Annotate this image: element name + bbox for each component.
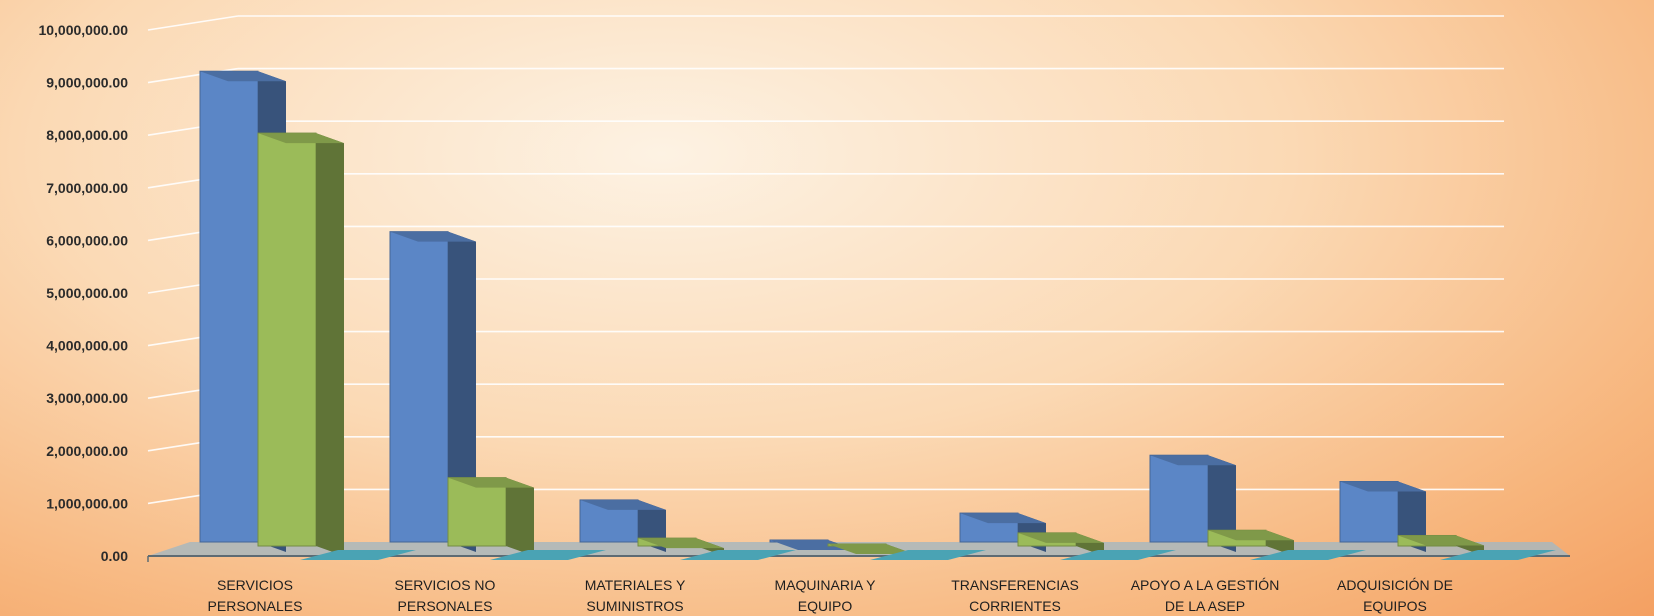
x-category-label: PERSONALES	[398, 598, 493, 614]
x-category-label: DE LA ASEP	[1165, 598, 1245, 614]
bar-front	[1339, 481, 1399, 543]
y-tick-label: 8,000,000.00	[46, 127, 128, 143]
bar-top	[638, 538, 724, 549]
y-tick-label: 0.00	[101, 548, 128, 564]
y-tick-label: 3,000,000.00	[46, 390, 128, 406]
bar-top	[1440, 550, 1556, 560]
y-tick-label: 10,000,000.00	[38, 22, 128, 38]
bar-top	[1250, 550, 1366, 560]
bar-side	[1398, 481, 1426, 552]
bar	[447, 477, 534, 556]
bar-top	[870, 550, 986, 560]
x-category-label: EQUIPOS	[1363, 598, 1427, 614]
bar-front	[257, 132, 317, 547]
bar	[490, 550, 606, 560]
bar-front	[447, 477, 507, 547]
bar-top	[770, 540, 856, 550]
bar	[257, 132, 344, 556]
bar-top	[448, 477, 534, 488]
x-category-label: TRANSFERENCIAS	[951, 577, 1079, 593]
bar-top	[1398, 535, 1484, 546]
bar	[1250, 550, 1366, 560]
y-tick-label: 6,000,000.00	[46, 232, 128, 248]
y-tick-label: 1,000,000.00	[46, 495, 128, 511]
y-tick-label: 2,000,000.00	[46, 443, 128, 459]
bar-top	[960, 513, 1046, 524]
bar-top	[680, 550, 796, 560]
bar-top	[200, 71, 286, 82]
x-category-label: MATERIALES Y	[585, 577, 686, 593]
bar	[300, 550, 416, 560]
bar-top	[1208, 530, 1294, 541]
y-tick-label: 4,000,000.00	[46, 338, 128, 354]
bar	[1060, 550, 1176, 560]
bar	[1440, 550, 1556, 560]
bar	[1149, 454, 1236, 552]
bar-top	[1018, 532, 1104, 543]
x-category-label: CORRIENTES	[969, 598, 1061, 614]
x-category-label: APOYO A LA GESTIÓN	[1131, 577, 1280, 593]
bar-front	[1149, 454, 1209, 543]
bar	[870, 550, 986, 560]
gridline-diagonal	[147, 15, 239, 31]
bar-front	[199, 70, 259, 543]
bar-top	[258, 133, 344, 144]
x-category-label: SUMINISTROS	[586, 598, 683, 614]
bar-side	[506, 477, 534, 556]
x-category-label: PERSONALES	[208, 598, 303, 614]
x-category-label: SERVICIOS	[217, 577, 293, 593]
bar	[1017, 532, 1104, 556]
bar-top	[300, 550, 416, 560]
bar	[389, 231, 476, 552]
bar-front	[389, 231, 449, 543]
x-category-label: ADQUISICIÓN DE	[1337, 577, 1453, 593]
bar-side	[1208, 455, 1236, 552]
bar	[1339, 481, 1426, 552]
bar	[1207, 529, 1294, 556]
bar-top	[1340, 481, 1426, 492]
bar	[680, 550, 796, 560]
bar-top	[490, 550, 606, 560]
x-category-label: MAQUINARIA Y	[775, 577, 877, 593]
bar-top	[828, 544, 914, 554]
bar-top	[1060, 550, 1176, 560]
bar-side	[316, 133, 344, 556]
x-category-label: EQUIPO	[798, 598, 853, 614]
x-category-label: SERVICIOS NO	[395, 577, 496, 593]
y-tick-label: 5,000,000.00	[46, 285, 128, 301]
bar-top	[1150, 455, 1236, 466]
y-tick-label: 9,000,000.00	[46, 75, 128, 91]
bar-top	[580, 499, 666, 510]
y-tick-label: 7,000,000.00	[46, 180, 128, 196]
bar-side	[448, 231, 476, 552]
bar-top	[390, 231, 476, 242]
